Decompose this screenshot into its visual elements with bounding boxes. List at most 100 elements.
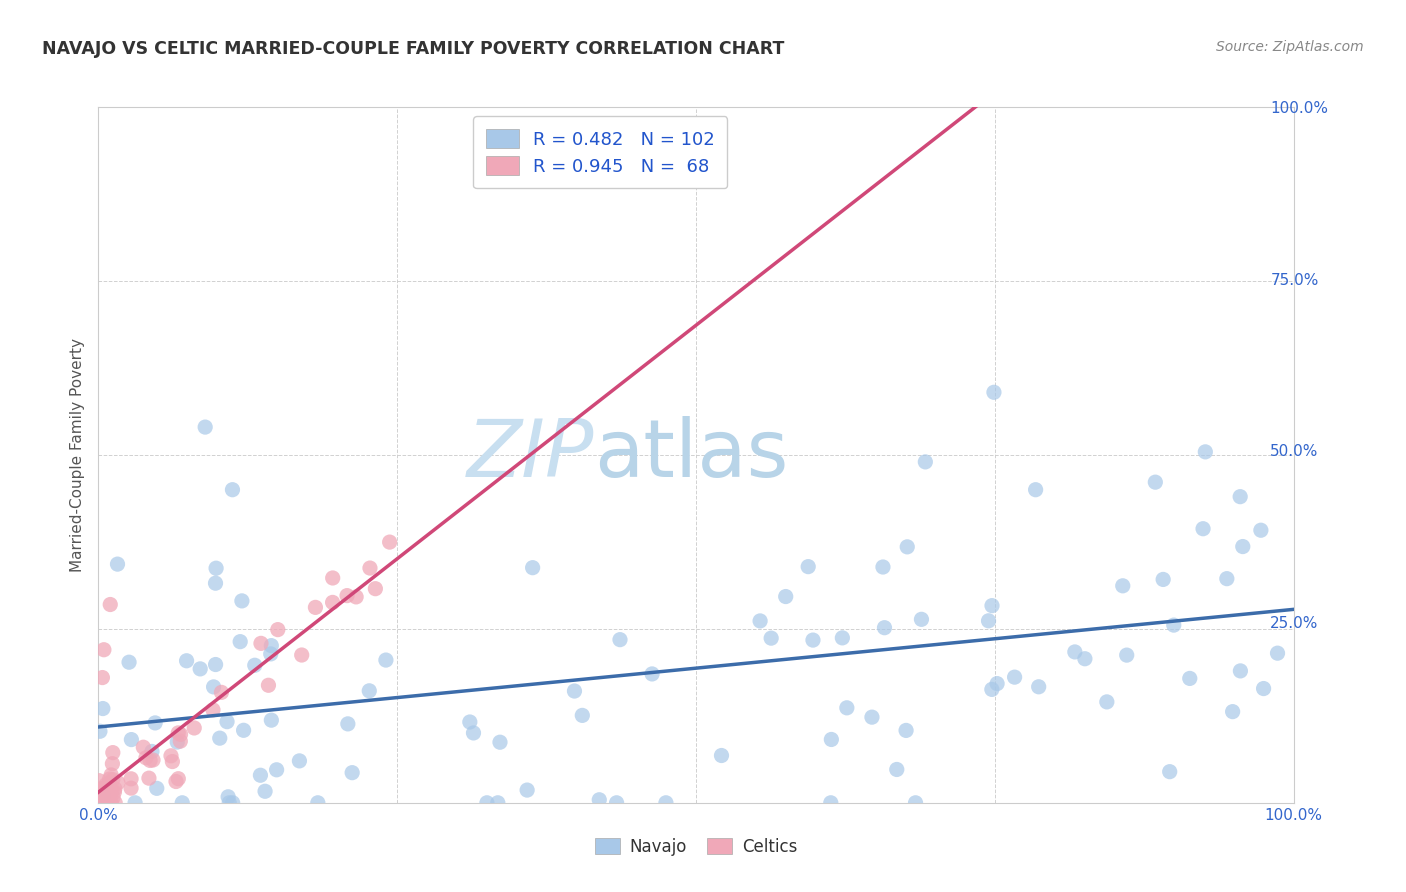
Point [328,615,350,630]
Point [269,695,291,709]
Point [297,715,319,730]
Point [1000,663,1022,677]
Point [979,592,1001,607]
Point [637,787,659,801]
Point [170,787,193,801]
Point [1174,441,1197,455]
Point [287,478,309,492]
Point [529,787,551,801]
Point [1208,533,1230,548]
Point [169,772,191,787]
Point [1019,478,1042,492]
Point [177,764,200,778]
Point [555,774,578,789]
Point [176,787,198,801]
Point [1102,641,1125,656]
Point [832,787,855,801]
Point [193,648,215,662]
Point [792,583,814,598]
Point [530,727,553,741]
Point [506,718,529,732]
Point [322,632,344,646]
Point [1054,638,1077,652]
Point [426,646,449,660]
Point [208,742,231,756]
Point [194,763,217,777]
Point [238,763,260,777]
Point [276,723,298,737]
Point [350,640,373,655]
Point [1240,639,1263,653]
Point [846,693,869,707]
Point [1142,756,1164,771]
Point [915,606,938,620]
Point [169,694,191,708]
Point [870,702,893,716]
Point [194,724,217,739]
Point [176,787,198,801]
Point [363,594,385,608]
Point [252,713,274,727]
Point [316,775,339,789]
Point [976,607,998,622]
Point [271,555,294,569]
Text: Source: ZipAtlas.com: Source: ZipAtlas.com [1216,40,1364,54]
Point [391,582,413,597]
Point [177,748,200,763]
Point [287,787,309,801]
Point [606,700,628,714]
Point [194,772,217,787]
Point [328,754,350,768]
Point [294,628,316,642]
Point [295,588,318,602]
Point [1194,566,1216,580]
Legend: Navajo, Celtics: Navajo, Celtics [610,820,831,855]
Text: NAVAJO VS CELTIC MARRIED-COUPLE FAMILY POVERTY CORRELATION CHART: NAVAJO VS CELTIC MARRIED-COUPLE FAMILY P… [42,40,785,58]
Point [910,787,932,801]
Point [170,782,193,797]
Point [166,787,188,801]
Point [1205,484,1227,499]
Point [1064,645,1087,659]
Point [232,746,254,760]
Text: ZIP: ZIP [501,411,628,490]
Point [173,780,195,795]
Point [179,776,201,790]
Point [979,674,1001,689]
Point [1128,470,1150,484]
Point [165,765,187,780]
Point [235,765,257,780]
Point [169,787,191,801]
Point [669,659,692,673]
Point [169,787,191,801]
Point [239,726,262,740]
Point [166,716,188,731]
Point [181,551,204,566]
Point [561,555,583,569]
Point [322,640,344,654]
Point [903,534,925,549]
Point [205,731,228,746]
Point [180,787,202,801]
Point [270,673,292,687]
Point [1227,674,1250,689]
Point [733,740,755,755]
Point [1098,573,1121,587]
Point [169,663,191,677]
Point [176,773,198,788]
Point [412,555,434,569]
Point [240,787,263,801]
Text: atlas: atlas [628,411,823,490]
Point [418,575,440,590]
Point [172,769,194,783]
Point [901,715,924,730]
Point [284,787,307,801]
Point [172,784,194,798]
Point [281,706,304,721]
Point [880,554,903,568]
Point [271,650,294,665]
Point [519,787,541,801]
Point [283,780,305,795]
Point [257,655,280,669]
Point [918,450,941,465]
